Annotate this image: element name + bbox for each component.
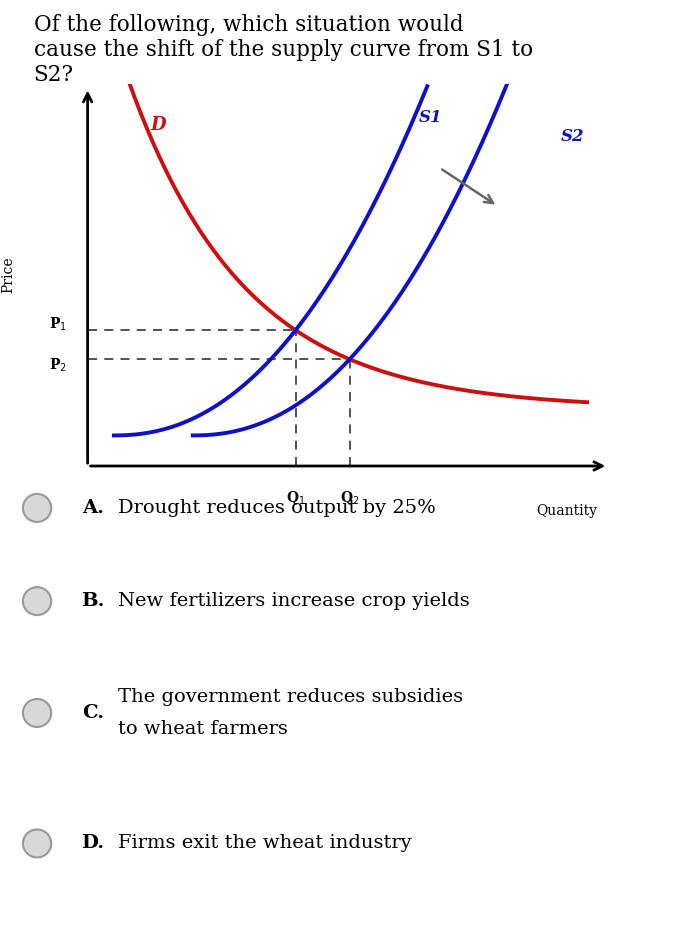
Text: Price: Price: [2, 256, 16, 294]
Text: C.: C.: [82, 704, 104, 722]
Text: S1: S1: [419, 109, 442, 126]
Text: B.: B.: [81, 592, 104, 610]
Text: cause the shift of the supply curve from S1 to: cause the shift of the supply curve from…: [34, 39, 533, 62]
Text: A.: A.: [82, 499, 104, 517]
Text: Firms exit the wheat industry: Firms exit the wheat industry: [118, 834, 412, 853]
Text: The government reduces subsidies: The government reduces subsidies: [118, 689, 463, 706]
Text: S2?: S2?: [34, 64, 73, 87]
Text: New fertilizers increase crop yields: New fertilizers increase crop yields: [118, 592, 470, 610]
Text: Q$_1$: Q$_1$: [286, 489, 305, 507]
Text: D: D: [151, 116, 166, 133]
Text: P$_2$: P$_2$: [49, 356, 67, 374]
Text: Drought reduces output by 25%: Drought reduces output by 25%: [118, 499, 435, 517]
Text: Q$_2$: Q$_2$: [340, 489, 359, 507]
Text: to wheat farmers: to wheat farmers: [118, 720, 288, 737]
Text: S2: S2: [561, 129, 584, 145]
Text: Quantity: Quantity: [537, 504, 598, 518]
Text: D.: D.: [82, 834, 104, 853]
Text: Of the following, which situation would: Of the following, which situation would: [34, 14, 463, 36]
Text: P$_1$: P$_1$: [49, 316, 67, 333]
